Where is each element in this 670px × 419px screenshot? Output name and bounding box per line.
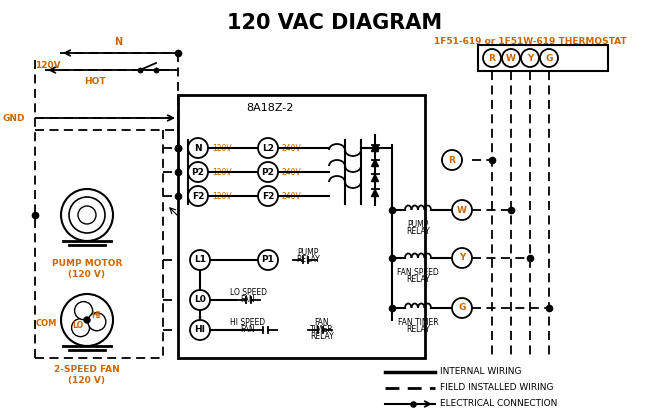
Circle shape <box>61 294 113 346</box>
Text: HI: HI <box>194 326 206 334</box>
Text: 240V: 240V <box>282 143 302 153</box>
Circle shape <box>521 49 539 67</box>
Text: RELAY: RELAY <box>406 227 430 236</box>
Text: FAN: FAN <box>241 295 255 304</box>
Polygon shape <box>371 174 379 181</box>
Circle shape <box>502 49 520 67</box>
Text: PUMP: PUMP <box>297 248 319 257</box>
Polygon shape <box>371 189 379 197</box>
Text: L0: L0 <box>194 295 206 305</box>
Text: HOT: HOT <box>84 77 106 86</box>
Circle shape <box>69 197 105 233</box>
Text: FAN: FAN <box>315 318 330 327</box>
Text: RELAY: RELAY <box>406 325 430 334</box>
Text: 120 VAC DIAGRAM: 120 VAC DIAGRAM <box>227 13 443 33</box>
Text: COM: COM <box>36 320 57 328</box>
Text: P1: P1 <box>261 256 275 264</box>
Text: 120V: 120V <box>212 143 232 153</box>
Circle shape <box>190 290 210 310</box>
Text: HI SPEED: HI SPEED <box>230 318 265 327</box>
Circle shape <box>483 49 501 67</box>
Text: 240V: 240V <box>282 168 302 176</box>
Text: R: R <box>448 155 456 165</box>
Circle shape <box>61 189 113 241</box>
Circle shape <box>188 138 208 158</box>
Text: RELAY: RELAY <box>406 275 430 284</box>
Text: L2: L2 <box>262 143 274 153</box>
Circle shape <box>452 200 472 220</box>
Text: N: N <box>114 37 122 47</box>
Circle shape <box>190 320 210 340</box>
Text: P2: P2 <box>261 168 275 176</box>
Text: 120V: 120V <box>212 191 232 201</box>
Circle shape <box>452 248 472 268</box>
Text: F2: F2 <box>262 191 274 201</box>
Text: TIMER: TIMER <box>310 325 334 334</box>
Circle shape <box>258 162 278 182</box>
Text: LO: LO <box>72 321 84 329</box>
Text: FIELD INSTALLED WIRING: FIELD INSTALLED WIRING <box>440 383 553 393</box>
Bar <box>178 95 425 358</box>
Text: 240V: 240V <box>282 191 302 201</box>
Text: Y: Y <box>459 253 465 262</box>
Circle shape <box>190 250 210 270</box>
Circle shape <box>258 250 278 270</box>
Circle shape <box>84 317 90 323</box>
Circle shape <box>258 138 278 158</box>
Circle shape <box>188 186 208 206</box>
Text: RELAY: RELAY <box>310 332 334 341</box>
Text: FAN TIMER: FAN TIMER <box>398 318 438 327</box>
Text: INTERNAL WIRING: INTERNAL WIRING <box>440 367 521 377</box>
Text: 2-SPEED FAN
(120 V): 2-SPEED FAN (120 V) <box>54 365 120 385</box>
Text: RELAY: RELAY <box>296 255 320 264</box>
Circle shape <box>540 49 558 67</box>
Circle shape <box>188 162 208 182</box>
Text: 8A18Z-2: 8A18Z-2 <box>247 103 293 113</box>
Bar <box>478 45 608 71</box>
Text: P2: P2 <box>192 168 204 176</box>
Text: G: G <box>545 54 553 62</box>
Text: FAN: FAN <box>241 325 255 334</box>
Circle shape <box>442 150 462 170</box>
Text: 1F51-619 or 1F51W-619 THERMOSTAT: 1F51-619 or 1F51W-619 THERMOSTAT <box>433 37 626 46</box>
Text: W: W <box>506 54 516 62</box>
Polygon shape <box>371 145 379 152</box>
Text: Y: Y <box>527 54 533 62</box>
Circle shape <box>88 313 106 331</box>
Text: PUMP MOTOR
(120 V): PUMP MOTOR (120 V) <box>52 259 122 279</box>
Text: L1: L1 <box>194 256 206 264</box>
Circle shape <box>72 319 90 336</box>
Text: 120V: 120V <box>35 60 60 70</box>
Text: F2: F2 <box>192 191 204 201</box>
Circle shape <box>78 206 96 224</box>
Text: GND: GND <box>3 114 25 122</box>
Text: N: N <box>194 143 202 153</box>
Circle shape <box>258 186 278 206</box>
Text: HI: HI <box>91 310 100 320</box>
Text: G: G <box>458 303 466 313</box>
Circle shape <box>74 302 92 320</box>
Circle shape <box>452 298 472 318</box>
Text: ELECTRICAL CONNECTION: ELECTRICAL CONNECTION <box>440 399 557 409</box>
Polygon shape <box>371 160 379 166</box>
Text: 120V: 120V <box>212 168 232 176</box>
Text: PUMP: PUMP <box>407 220 429 229</box>
Text: FAN SPEED: FAN SPEED <box>397 268 439 277</box>
Text: W: W <box>457 205 467 215</box>
Text: R: R <box>488 54 495 62</box>
Text: LO SPEED: LO SPEED <box>230 288 267 297</box>
